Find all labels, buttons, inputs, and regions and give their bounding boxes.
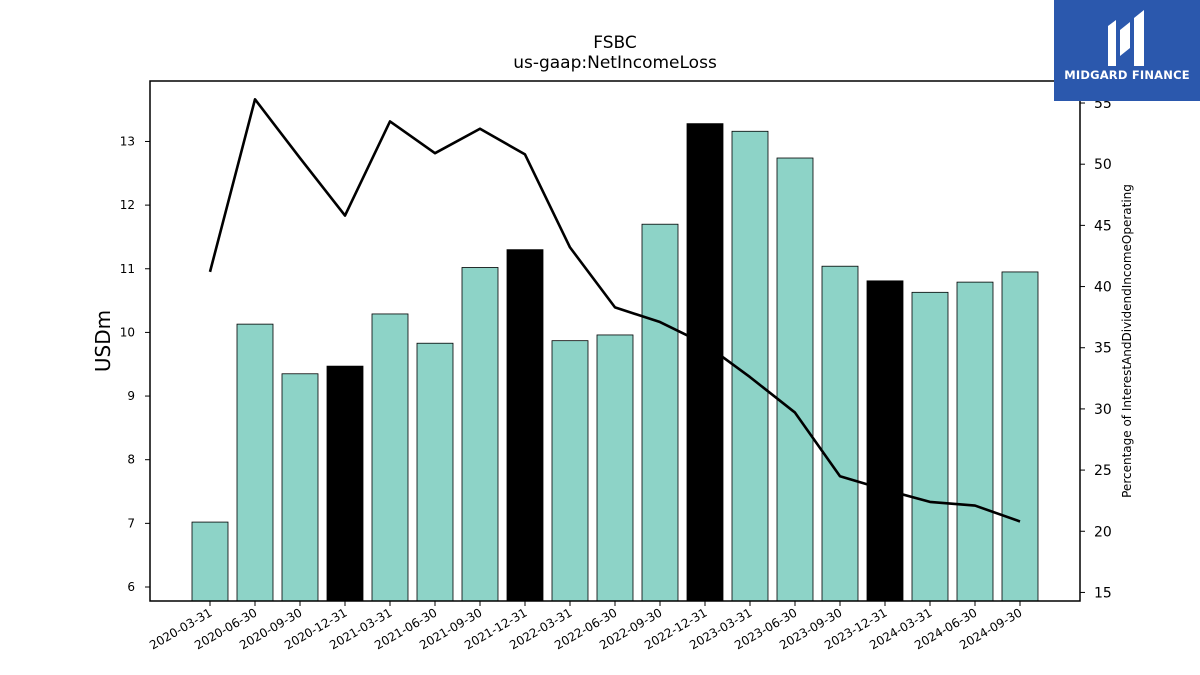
bar [596,334,634,602]
y-tick-label: 12 [120,198,135,212]
bar [911,291,949,602]
bar [236,323,274,602]
line-layer [208,98,1021,523]
y-tick-label: 7 [127,516,135,530]
brand-logo: MIDGARD FINANCE [1054,0,1200,101]
bar [866,280,904,602]
bar [506,249,544,602]
y-right-tick-label: 20 [1094,524,1112,540]
bar [191,521,229,602]
y-right-tick-label: 45 [1094,218,1112,234]
bar [731,130,769,602]
chart-title: FSBC [593,33,637,53]
bar [416,342,454,602]
y-tick-label: 6 [127,580,135,594]
y-right-tick-label: 25 [1094,463,1112,479]
y-axis-label-right: Percentage of InterestAndDividendIncomeO… [1120,184,1134,498]
y-right-tick-label: 30 [1094,402,1112,418]
bar [686,123,724,602]
bar [956,281,994,602]
y-axis-label: USDm [91,310,115,372]
bar [371,313,409,602]
bar [641,223,679,602]
y-tick-label: 9 [127,389,135,403]
y-tick-label: 13 [120,134,135,148]
bar [551,340,589,602]
bar [1001,271,1039,602]
y-tick-label: 10 [120,325,135,339]
series-line [208,98,1021,523]
y-tick-label: 8 [127,453,135,467]
midgard-logo-icon [1108,10,1144,66]
y-right-tick-label: 40 [1094,280,1112,296]
bars-layer [191,123,1039,602]
chart-subtitle: us-gaap:NetIncomeLoss [513,53,717,73]
x-axis: 2020-03-312020-06-302020-09-302020-12-31… [147,601,1025,652]
bar [326,365,364,602]
y-right-tick-label: 50 [1094,157,1112,173]
brand-name: MIDGARD FINANCE [1064,68,1190,82]
bar [776,157,814,602]
y-right-tick-label: 35 [1094,341,1112,357]
y-right-tick-label: 15 [1094,585,1112,601]
bar [821,265,859,602]
bar [281,373,319,602]
bar [461,267,499,602]
y-tick-label: 11 [120,262,135,276]
left-axis: 6 7 8 9 10 11 12 13 [120,134,150,594]
